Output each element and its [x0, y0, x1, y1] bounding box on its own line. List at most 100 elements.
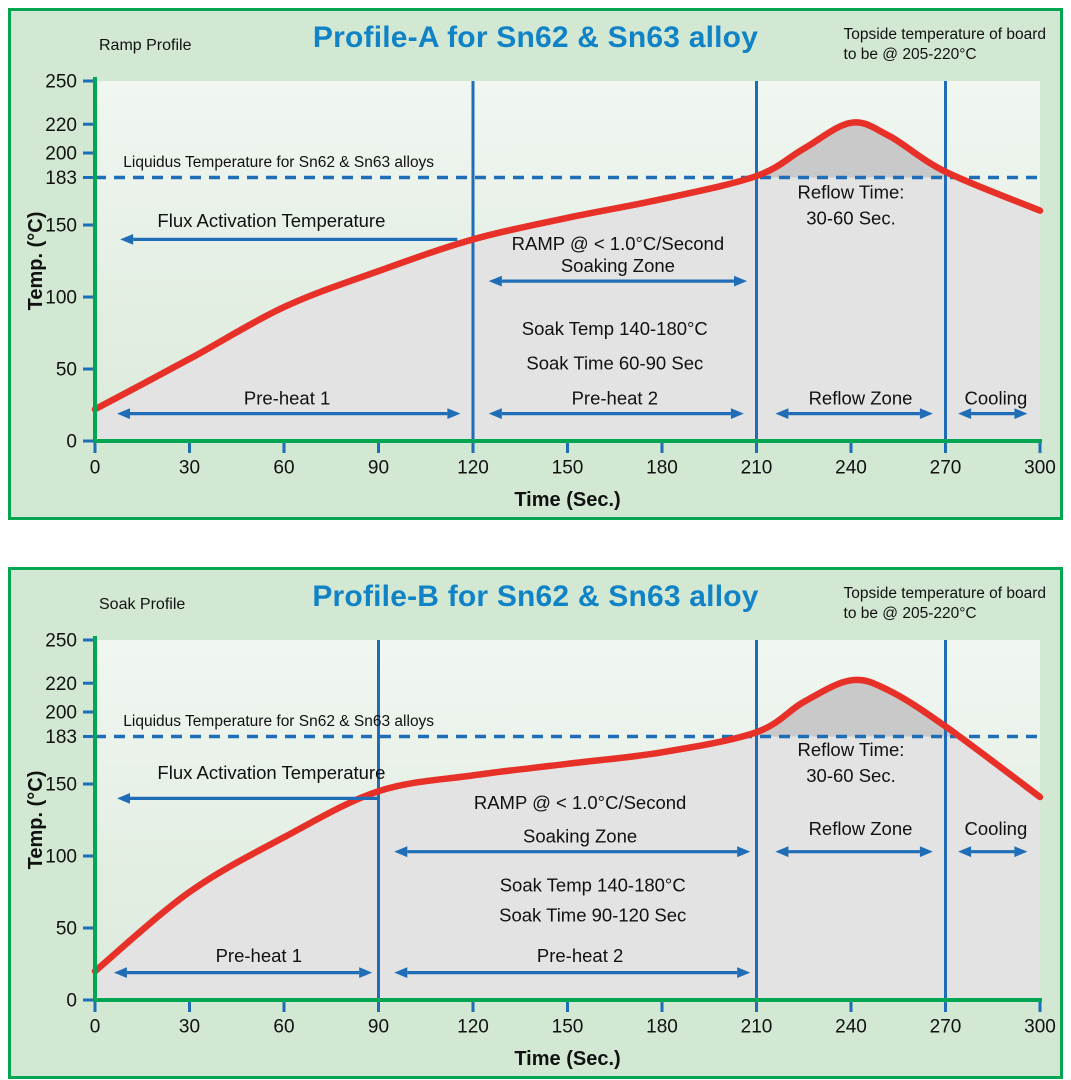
cooling-arrow [958, 846, 1028, 858]
arrow-head-icon [359, 967, 373, 979]
cooling-label: Cooling [965, 387, 1028, 408]
arrow-head-icon [919, 846, 933, 858]
y-tick-label: 100 [45, 288, 77, 309]
arrow-head-icon [394, 967, 408, 979]
preheat2-arrow [488, 408, 744, 420]
arrow-head-icon [958, 408, 972, 420]
arrow-head-icon [775, 846, 789, 858]
y-tick-label: 183 [45, 727, 77, 748]
soaking-zone-arrow [394, 846, 751, 858]
y-axis-title: Temp. (°C) [25, 771, 47, 870]
y-tick-label: 200 [45, 144, 77, 165]
y-tick-label: 220 [45, 115, 77, 136]
temperature-curve [91, 119, 1044, 413]
topside-note-line2: to be @ 205-220°C [843, 605, 977, 623]
preheat2-label: Pre-heat 2 [537, 945, 623, 966]
x-tick-label: 0 [90, 458, 101, 479]
soaking-zone-label: Soaking Zone [561, 255, 675, 276]
arrow-head-icon [1014, 408, 1028, 420]
profile-a-panel: Ramp Profile Profile-A for Sn62 & Sn63 a… [8, 8, 1063, 520]
y-tick-label: 250 [45, 72, 77, 93]
y-axis-title: Temp. (°C) [25, 212, 47, 311]
preheat2-label: Pre-heat 2 [572, 387, 658, 408]
profile-b-panel: Soak Profile Profile-B for Sn62 & Sn63 a… [8, 567, 1063, 1079]
reflow-zone-arrow [775, 408, 933, 420]
y-tick-label: 50 [56, 919, 77, 940]
x-tick-label: 120 [457, 1017, 489, 1038]
x-tick-label: 240 [835, 458, 867, 479]
x-tick-label: 120 [457, 458, 489, 479]
arrow-head-icon [447, 408, 461, 420]
flux-activation-arrow [117, 793, 379, 804]
x-tick-label: 60 [273, 458, 294, 479]
x-tick-label: 300 [1024, 458, 1056, 479]
above-liquidus-fill [750, 122, 960, 179]
preheat1-arrow [113, 967, 373, 979]
y-tick-label: 250 [45, 631, 77, 652]
arrow-head-icon [117, 793, 130, 804]
reflow-time-label-1: Reflow Time: [798, 181, 905, 202]
preheat1-arrow [117, 408, 461, 420]
x-tick-label: 210 [741, 458, 773, 479]
preheat2-arrow [394, 967, 751, 979]
arrow-head-icon [117, 408, 130, 420]
liquidus-label: Liquidus Temperature for Sn62 & Sn63 all… [123, 154, 434, 171]
x-tick-label: 210 [741, 1017, 773, 1038]
liquidus-label: Liquidus Temperature for Sn62 & Sn63 all… [123, 713, 434, 730]
y-tick-label: 150 [45, 775, 77, 796]
soak-temp-label: Soak Temp 140-180°C [522, 318, 708, 339]
profile-a-header: Ramp Profile Profile-A for Sn62 & Sn63 a… [11, 11, 1060, 65]
x-tick-label: 180 [646, 458, 678, 479]
y-tick-label: 200 [45, 703, 77, 724]
profile-type-label: Soak Profile [99, 596, 186, 613]
soak-time-label: Soak Time 60-90 Sec [526, 353, 703, 374]
reflow-time-label-1: Reflow Time: [798, 739, 905, 760]
topside-note-line1: Topside temperature of board [843, 26, 1046, 43]
flux-activation-arrow [120, 234, 458, 245]
preheat1-label: Pre-heat 1 [244, 387, 330, 408]
soak-temp-label: Soak Temp 140-180°C [500, 874, 686, 895]
x-tick-label: 150 [552, 1017, 584, 1038]
arrow-head-icon [958, 846, 972, 858]
soaking-zone-label: Soaking Zone [523, 825, 637, 846]
arrow-head-icon [734, 275, 748, 287]
profile-b-chart: 0 30 60 90 120 150 180 210 240 270 300 0 50 100 150 183… [25, 631, 1056, 1070]
topside-note: Topside temperature of board to be @ 205… [844, 584, 1046, 625]
ramp-rate-label: RAMP @ < 1.0°C/Second [512, 233, 724, 254]
x-tick-label: 270 [930, 1017, 962, 1038]
y-tick-label: 50 [56, 360, 77, 381]
profile-b-header: Soak Profile Profile-B for Sn62 & Sn63 a… [11, 570, 1060, 624]
arrow-head-icon [775, 408, 789, 420]
x-tick-label: 270 [930, 458, 962, 479]
curve-under-fill [95, 679, 1040, 1000]
x-tick-label: 0 [90, 1017, 101, 1038]
arrow-head-icon [394, 846, 408, 858]
y-tick-label: 100 [45, 847, 77, 868]
above-liquidus-fill [736, 679, 959, 737]
y-tick-label: 183 [45, 168, 77, 189]
ramp-rate-label: RAMP @ < 1.0°C/Second [474, 792, 686, 813]
flux-activation-label: Flux Activation Temperature [157, 210, 385, 231]
topside-note-line2: to be @ 205-220°C [843, 46, 977, 64]
reflow-time-label-2: 30-60 Sec. [806, 765, 895, 786]
y-tick-label: 150 [45, 216, 77, 237]
reflow-zone-label: Reflow Zone [809, 387, 913, 408]
topside-note: Topside temperature of board to be @ 205… [844, 25, 1046, 66]
y-tick-label: 0 [66, 991, 77, 1012]
x-tick-label: 150 [552, 458, 584, 479]
x-tick-label: 90 [368, 458, 389, 479]
soak-time-label: Soak Time 90-120 Sec [499, 905, 686, 926]
x-tick-label: 240 [835, 1017, 867, 1038]
arrow-head-icon [488, 275, 502, 287]
x-tick-label: 30 [179, 1017, 200, 1038]
flux-activation-label: Flux Activation Temperature [157, 762, 385, 783]
temperature-curve [91, 676, 1044, 975]
arrow-head-icon [113, 967, 127, 979]
arrow-head-icon [488, 408, 502, 420]
arrow-head-icon [730, 408, 744, 420]
cooling-arrow [958, 408, 1028, 420]
cooling-label: Cooling [965, 818, 1028, 839]
arrow-head-icon [120, 234, 134, 245]
arrow-head-icon [1014, 846, 1028, 858]
arrow-head-icon [919, 408, 933, 420]
